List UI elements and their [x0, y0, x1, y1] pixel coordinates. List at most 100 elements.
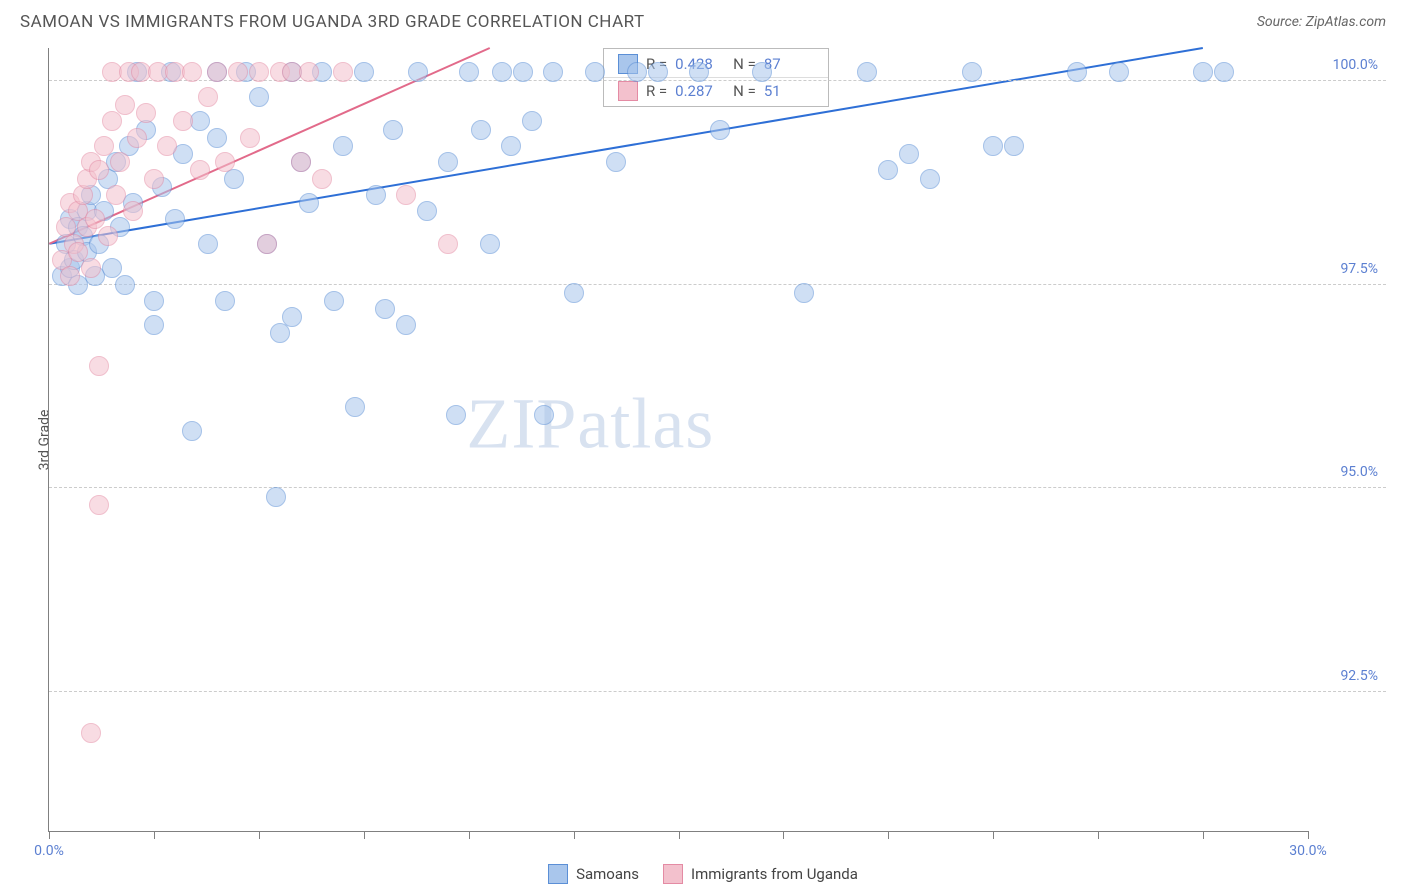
data-point [270, 323, 290, 343]
data-point [585, 62, 605, 82]
data-point [81, 723, 101, 743]
data-point [606, 152, 626, 172]
data-point [240, 128, 260, 148]
data-point [501, 136, 521, 156]
data-point [215, 291, 235, 311]
data-point [324, 291, 344, 311]
data-point [345, 397, 365, 417]
data-point [857, 62, 877, 82]
data-point [266, 487, 286, 507]
legend-n-label: N = [733, 82, 756, 100]
plot-svg [49, 48, 1308, 831]
legend-r-value: 0.287 [675, 82, 725, 100]
data-point [878, 160, 898, 180]
data-point [710, 120, 730, 140]
x-tick [574, 831, 575, 839]
data-point [182, 62, 202, 82]
x-tick [1203, 831, 1204, 839]
data-point [1214, 62, 1234, 82]
data-point [627, 62, 647, 82]
legend-series-name: Immigrants from Uganda [691, 865, 858, 883]
x-tick [259, 831, 260, 839]
data-point [396, 315, 416, 335]
x-tick-label: 30.0% [1289, 843, 1327, 859]
data-point [249, 62, 269, 82]
data-point [794, 283, 814, 303]
data-point [136, 103, 156, 123]
data-point [115, 95, 135, 115]
data-point [282, 307, 302, 327]
legend-bottom: Samoans Immigrants from Uganda [0, 864, 1406, 884]
data-point [375, 299, 395, 319]
legend-item: Immigrants from Uganda [663, 864, 858, 884]
data-point [459, 62, 479, 82]
data-point [480, 234, 500, 254]
data-point [89, 160, 109, 180]
data-point [207, 128, 227, 148]
legend-swatch [548, 864, 568, 884]
data-point [110, 152, 130, 172]
data-point [144, 291, 164, 311]
data-point [471, 120, 491, 140]
data-point [89, 356, 109, 376]
gridline [49, 691, 1386, 692]
x-tick [364, 831, 365, 839]
x-tick [888, 831, 889, 839]
data-point [983, 136, 1003, 156]
data-point [182, 421, 202, 441]
data-point [98, 226, 118, 246]
y-tick-label: 95.0% [1318, 464, 1378, 480]
chart-source: Source: ZipAtlas.com [1257, 14, 1386, 30]
x-tick [993, 831, 994, 839]
data-point [534, 405, 554, 425]
data-point [438, 234, 458, 254]
data-point [228, 62, 248, 82]
data-point [257, 234, 277, 254]
data-point [1109, 62, 1129, 82]
data-point [115, 275, 135, 295]
data-point [446, 405, 466, 425]
data-point [1004, 136, 1024, 156]
data-point [127, 128, 147, 148]
watermark-zip: ZIP [466, 383, 577, 463]
data-point [417, 201, 437, 221]
data-point [123, 201, 143, 221]
x-tick [49, 831, 50, 839]
data-point [354, 62, 374, 82]
data-point [249, 87, 269, 107]
chart-title: SAMOAN VS IMMIGRANTS FROM UGANDA 3RD GRA… [20, 12, 645, 32]
data-point [165, 209, 185, 229]
data-point [752, 62, 772, 82]
data-point [81, 258, 101, 278]
data-point [564, 283, 584, 303]
x-tick-label: 0.0% [34, 843, 64, 859]
data-point [106, 185, 126, 205]
data-point [513, 62, 533, 82]
data-point [207, 62, 227, 82]
data-point [299, 193, 319, 213]
gridline [49, 487, 1386, 488]
data-point [1193, 62, 1213, 82]
data-point [173, 111, 193, 131]
watermark-atlas: atlas [577, 383, 714, 463]
data-point [383, 120, 403, 140]
legend-item: Samoans [548, 864, 639, 884]
data-point [408, 62, 428, 82]
data-point [144, 315, 164, 335]
plot-area: ZIPatlas R = 0.428 N = 87 R = 0.287 N = … [48, 48, 1308, 832]
data-point [648, 62, 668, 82]
data-point [157, 136, 177, 156]
legend-series-name: Samoans [576, 865, 639, 883]
data-point [312, 169, 332, 189]
data-point [102, 111, 122, 131]
data-point [396, 185, 416, 205]
legend-n-value: 51 [764, 82, 814, 100]
x-tick [783, 831, 784, 839]
data-point [438, 152, 458, 172]
legend-r-label: R = [646, 82, 667, 100]
data-point [60, 266, 80, 286]
gridline [49, 284, 1386, 285]
x-tick [679, 831, 680, 839]
watermark: ZIPatlas [466, 382, 714, 465]
data-point [522, 111, 542, 131]
